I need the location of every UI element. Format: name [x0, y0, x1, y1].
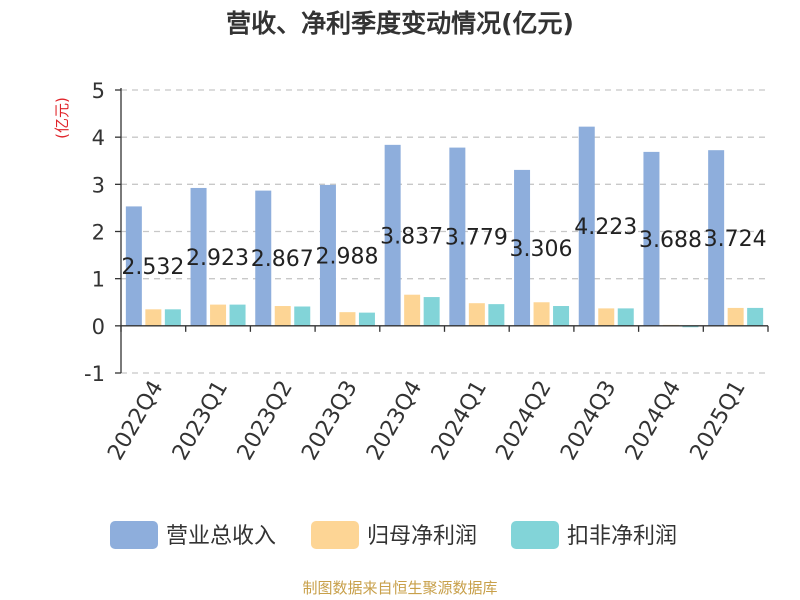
data-label: 3.779	[445, 226, 508, 251]
y-tick-label: -1	[84, 362, 105, 386]
data-label: 4.223	[574, 215, 637, 240]
bar-series-3	[553, 306, 570, 326]
bar-series-2	[210, 304, 227, 326]
bar-series-3	[488, 304, 505, 326]
x-tick-label: 2023Q3	[297, 377, 362, 465]
bar-series-3	[229, 304, 246, 326]
bar-series-3	[682, 325, 699, 328]
x-tick-label: 2023Q4	[362, 377, 427, 465]
y-axis-label: (亿元)	[53, 97, 71, 139]
legend-label: 归母净利润	[367, 524, 477, 549]
legend-swatch	[110, 521, 158, 549]
bar-series-2	[598, 308, 615, 326]
bar-series-1	[190, 187, 207, 326]
data-label: 3.688	[639, 228, 702, 253]
bar-series-2	[533, 302, 550, 326]
data-label: 2.532	[121, 255, 184, 280]
bar-series-2	[145, 309, 162, 326]
bar-series-2	[339, 312, 356, 326]
bar-series-1	[578, 126, 595, 326]
bars	[125, 126, 764, 328]
y-tick-label: 3	[92, 173, 105, 197]
y-axis-ticks: -1 0 1 2 3 4 5	[84, 79, 121, 386]
bar-series-3	[164, 309, 181, 326]
y-tick-label: 5	[92, 79, 105, 103]
chart-title: 营收、净利季度变动情况(亿元)	[226, 9, 574, 38]
bar-series-2	[727, 307, 744, 326]
bar-series-3	[358, 312, 375, 326]
data-label: 2.867	[251, 247, 314, 272]
y-tick-label: 0	[92, 315, 105, 339]
bar-series-1	[384, 144, 401, 326]
x-tick-label: 2024Q4	[621, 377, 686, 465]
bar-series-3	[294, 306, 311, 326]
x-tick-label: 2022Q4	[103, 377, 168, 465]
legend: 营业总收入 归母净利润 扣非净利润	[110, 521, 677, 549]
y-tick-label: 2	[92, 221, 105, 245]
bar-series-1	[125, 206, 142, 326]
data-label: 3.837	[380, 224, 443, 249]
data-label: 2.988	[315, 244, 378, 269]
bar-series-1	[708, 150, 725, 326]
x-tick-label: 2024Q3	[556, 377, 621, 465]
legend-swatch	[511, 521, 559, 549]
x-tick-label: 2023Q2	[233, 377, 298, 465]
x-axis-ticks: 2022Q4 2023Q1 2023Q2 2023Q3 2023Q4 2024Q1 2024…	[103, 325, 769, 465]
bar-series-2	[404, 294, 421, 326]
legend-label: 营业总收入	[166, 524, 276, 549]
bar-series-2	[468, 303, 485, 326]
y-tick-label: 4	[92, 126, 105, 150]
bar-series-3	[617, 308, 634, 326]
legend-swatch	[311, 521, 359, 549]
bar-series-1	[319, 184, 336, 326]
bar-series-1	[255, 190, 272, 326]
bar-series-1	[449, 147, 466, 326]
bar-series-1	[643, 151, 660, 326]
source-note: 制图数据来自恒生聚源数据库	[302, 579, 498, 597]
legend-label: 扣非净利润	[567, 524, 677, 549]
bar-series-1	[514, 169, 531, 326]
bar-series-2	[274, 306, 291, 326]
bar-series-3	[423, 297, 440, 326]
data-label: 3.724	[704, 227, 767, 252]
grid-lines	[121, 89, 768, 374]
x-tick-label: 2025Q1	[686, 377, 751, 465]
data-label: 2.923	[186, 246, 249, 271]
bar-series-3	[747, 307, 764, 326]
x-tick-label: 2024Q1	[427, 376, 492, 464]
y-tick-label: 1	[92, 268, 105, 292]
x-tick-label: 2024Q2	[491, 377, 556, 465]
x-tick-label: 2023Q1	[168, 377, 233, 465]
data-label: 3.306	[510, 237, 573, 262]
